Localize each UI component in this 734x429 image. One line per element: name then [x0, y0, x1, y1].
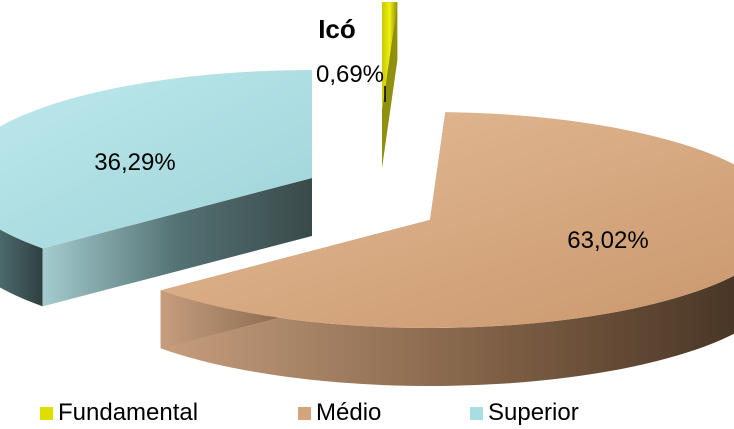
slice-top-superior — [0, 70, 312, 249]
legend-item-mdio: Médio — [298, 398, 381, 428]
data-label-fundamental: 0,69% — [316, 61, 384, 88]
data-label-mdio: 63,02% — [567, 227, 648, 254]
slice-superior — [0, 70, 313, 307]
slice-wall-superior — [42, 178, 313, 307]
legend-label: Médio — [316, 399, 382, 426]
legend-label: Superior — [488, 399, 579, 426]
legend-label: Fundamental — [58, 399, 199, 426]
slice-top-fundamental — [382, 2, 398, 110]
slice-wall-fundamental — [382, 2, 398, 168]
legend-swatch — [298, 406, 311, 420]
chart-title: Icó — [318, 14, 356, 44]
data-label-superior: 36,29% — [94, 149, 175, 176]
slice-side-superior — [0, 229, 43, 307]
slice-side-mdio — [160, 275, 734, 386]
legend-item-superior: Superior — [470, 398, 579, 428]
legend-swatch — [470, 406, 483, 420]
legend-item-fundamental: Fundamental — [40, 398, 198, 428]
legend: Fundamental Médio Superior — [40, 398, 700, 428]
slice-fundamental — [382, 2, 398, 168]
data-labels: 0,69% 63,02% 36,29% — [94, 61, 648, 254]
legend-swatch — [40, 406, 53, 420]
pie-slices — [0, 2, 734, 386]
slice-top-mdio — [160, 112, 734, 328]
slice-mdio — [160, 112, 734, 386]
